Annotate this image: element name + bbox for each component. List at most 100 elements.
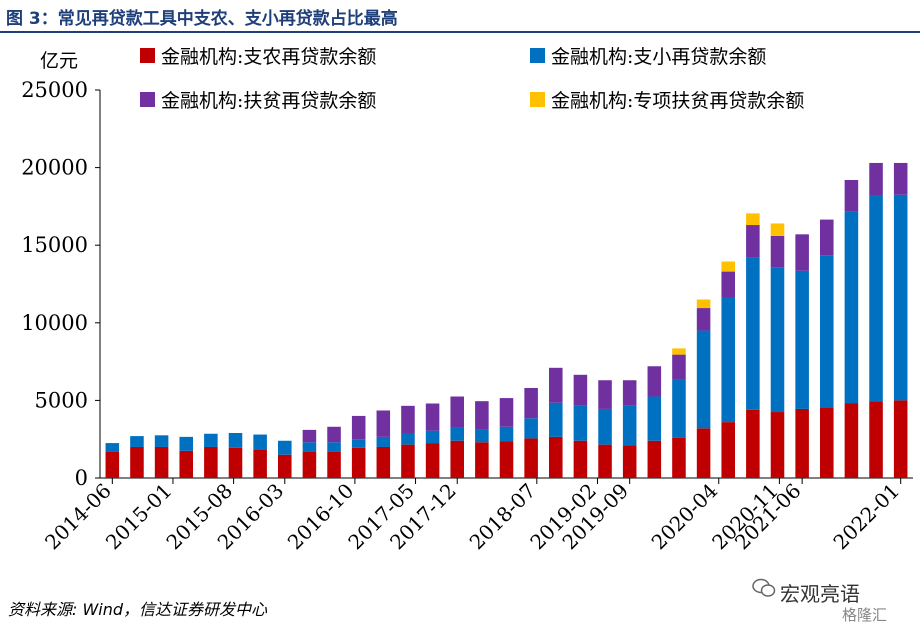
bar-segment-s0-8 xyxy=(302,451,317,478)
bar-segment-s2-19 xyxy=(573,374,588,406)
wechat-icon xyxy=(752,578,776,597)
bar-segment-s0-22 xyxy=(647,440,662,478)
bar-segment-s0-5 xyxy=(228,447,243,478)
watermark-brand: 宏观亮语 xyxy=(780,582,860,606)
bar-segment-s2-8 xyxy=(302,429,317,443)
bar-segment-s0-21 xyxy=(622,445,637,478)
bar-segment-s1-3 xyxy=(179,436,194,451)
bar-segment-s2-20 xyxy=(598,380,612,409)
bar-segment-s2-22 xyxy=(647,366,662,397)
y-tick-label: 15000 xyxy=(21,233,88,257)
legend-item-poverty: 金融机构:扶贫再贷款余额 xyxy=(140,86,376,113)
bar-segment-s0-18 xyxy=(548,436,563,478)
bar-segment-s2-17 xyxy=(524,387,538,419)
bar-segment-s1-6 xyxy=(253,434,267,450)
y-tick-label: 20000 xyxy=(21,156,88,180)
bar-segment-s0-28 xyxy=(795,408,809,478)
bar-segment-s1-16 xyxy=(499,426,514,442)
bar-segment-s1-10 xyxy=(351,439,366,448)
bar-segment-s2-31 xyxy=(869,162,883,196)
bar-segment-s2-24 xyxy=(696,308,711,331)
bar-segment-s2-32 xyxy=(893,162,908,195)
bar-segment-s0-32 xyxy=(893,400,908,478)
bar-segment-s1-9 xyxy=(327,442,341,452)
x-tick-label: 2020-04 xyxy=(647,479,723,555)
bar-segment-s3-24 xyxy=(696,299,711,309)
bar-segment-s2-11 xyxy=(376,410,391,437)
bar-segment-s2-26 xyxy=(746,225,760,258)
bar-segment-s1-7 xyxy=(277,440,292,455)
watermark-site: 格隆汇 xyxy=(842,606,888,624)
bar-segment-s0-24 xyxy=(696,428,711,478)
bar-segment-s0-4 xyxy=(204,446,218,478)
bar-segment-s1-31 xyxy=(869,195,883,402)
y-tick-label: 0 xyxy=(75,466,88,490)
bar-segment-s0-31 xyxy=(869,401,883,478)
bar-segment-s0-30 xyxy=(844,403,859,478)
bar-segment-s0-13 xyxy=(425,443,440,478)
bar-segment-s3-26 xyxy=(746,213,760,226)
bar-segment-s2-10 xyxy=(351,415,366,440)
bar-segment-s0-20 xyxy=(598,444,612,478)
x-tick-label: 2018-07 xyxy=(465,479,541,555)
bar-segment-s1-28 xyxy=(795,270,809,409)
legend-swatch-small-business xyxy=(530,48,545,63)
bar-segment-s2-16 xyxy=(499,398,514,427)
bar-segment-s1-1 xyxy=(130,436,144,447)
legend-item-small-business: 金融机构:支小再贷款余额 xyxy=(530,42,766,69)
x-tick-label: 2015-01 xyxy=(101,479,177,555)
legend-swatch-special-poverty xyxy=(530,92,545,107)
legend-swatch-poverty xyxy=(140,92,155,107)
bar-segment-s1-23 xyxy=(672,379,686,438)
bar-segment-s1-26 xyxy=(746,257,760,410)
bar-segment-s2-25 xyxy=(721,271,736,298)
bar-segment-s2-9 xyxy=(327,426,341,443)
bar-segment-s0-11 xyxy=(376,446,391,478)
bar-segment-s1-13 xyxy=(425,430,440,444)
bar-segment-s2-18 xyxy=(548,367,563,403)
bar-segment-s0-6 xyxy=(253,449,267,478)
legend-item-agri: 金融机构:支农再贷款余额 xyxy=(140,42,376,69)
bar-segment-s1-22 xyxy=(647,396,662,441)
bar-segment-s1-27 xyxy=(770,267,785,413)
bar-segment-s0-7 xyxy=(277,454,292,478)
bar-segment-s0-17 xyxy=(524,438,538,478)
bar-segment-s2-29 xyxy=(819,219,834,256)
bar-segment-s1-19 xyxy=(573,405,588,441)
bar-segment-s1-17 xyxy=(524,418,538,439)
bar-segment-s3-23 xyxy=(672,348,686,355)
bar-segment-s2-15 xyxy=(475,401,489,430)
source-note: 资料来源: Wind，信达证券研发中心 xyxy=(8,600,268,619)
bar-segment-s1-29 xyxy=(819,255,834,408)
bar-segment-s1-5 xyxy=(228,432,243,448)
figure-title: 图 3：常见再贷款工具中支农、支小再贷款占比最高 xyxy=(6,9,398,29)
legend-label-special-poverty: 金融机构:专项扶贫再贷款余额 xyxy=(551,90,805,112)
y-axis-unit-label: 亿元 xyxy=(40,50,79,72)
bar-segment-s0-9 xyxy=(327,451,341,478)
bar-segment-s1-18 xyxy=(548,402,563,437)
y-tick-label: 10000 xyxy=(21,311,88,335)
bar-segment-s1-30 xyxy=(844,211,859,404)
bar-segment-s2-21 xyxy=(622,380,637,406)
y-tick-label: 25000 xyxy=(21,78,88,102)
bar-segment-s2-23 xyxy=(672,354,686,380)
bar-segment-s2-27 xyxy=(770,235,785,268)
bar-segment-s2-14 xyxy=(450,396,465,428)
bar-segment-s0-25 xyxy=(721,422,736,478)
bar-segment-s0-14 xyxy=(450,440,465,478)
bar-segment-s0-0 xyxy=(105,451,120,478)
x-tick-label: 2022-01 xyxy=(828,479,904,555)
bar-segment-s1-25 xyxy=(721,297,736,423)
bar-segment-s1-14 xyxy=(450,427,465,441)
bar-segment-s2-13 xyxy=(425,403,440,431)
bar-segment-s0-29 xyxy=(819,407,834,478)
bar-segment-s1-11 xyxy=(376,436,391,447)
bar-segment-s1-2 xyxy=(154,435,169,447)
bar-segment-s0-26 xyxy=(746,409,760,478)
bar-segment-s0-3 xyxy=(179,450,194,478)
bar-segment-s3-25 xyxy=(721,261,736,272)
x-tick-label: 2016-10 xyxy=(283,479,359,555)
bar-segment-s1-8 xyxy=(302,442,317,452)
bar-segment-s1-4 xyxy=(204,433,218,447)
